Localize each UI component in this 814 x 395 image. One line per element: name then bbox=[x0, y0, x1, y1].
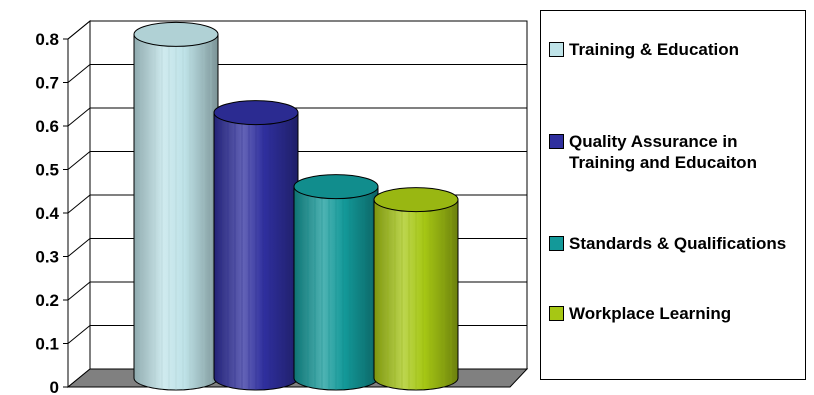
legend-label: Quality Assurance in Training and Educai… bbox=[569, 132, 757, 172]
legend-item: Workplace Learning bbox=[549, 303, 805, 324]
gridline-side bbox=[67, 325, 91, 344]
y-tick-label: 0.6 bbox=[35, 117, 59, 136]
legend-swatch bbox=[549, 42, 564, 57]
bar-top bbox=[133, 21, 219, 47]
bar bbox=[213, 100, 299, 391]
bar bbox=[293, 174, 379, 391]
legend-item: Quality Assurance in Training and Educai… bbox=[549, 131, 805, 173]
legend-item: Standards & Qualifications bbox=[549, 233, 805, 254]
bar-top bbox=[373, 187, 459, 213]
gridline-side bbox=[67, 107, 91, 127]
y-tick-label: 0.8 bbox=[35, 30, 59, 49]
y-tick-label: 0.3 bbox=[35, 248, 59, 267]
bar bbox=[133, 21, 219, 391]
legend-swatch bbox=[549, 134, 564, 149]
y-tick-label: 0.2 bbox=[35, 291, 59, 310]
legend-label: Standards & Qualifications bbox=[569, 234, 787, 253]
legend-label: Training & Education bbox=[569, 40, 740, 59]
legend-swatch bbox=[549, 306, 564, 321]
gridline-side bbox=[67, 281, 91, 301]
y-tick-label: 0.4 bbox=[35, 204, 59, 223]
y-tick-label: 0 bbox=[50, 378, 59, 395]
legend-label: Workplace Learning bbox=[569, 304, 732, 323]
bars bbox=[133, 21, 459, 391]
legend: Training & Education Quality Assurance in… bbox=[540, 10, 806, 380]
bar bbox=[373, 187, 459, 391]
y-tick-label: 0.7 bbox=[35, 74, 59, 93]
chart-plot: 0 0.1 0.2 0.3 0.4 0.5 0.6 0.7 0.8 bbox=[35, 19, 529, 395]
gridline-side bbox=[67, 64, 91, 83]
y-axis: 0 0.1 0.2 0.3 0.4 0.5 0.6 0.7 0.8 bbox=[35, 30, 69, 395]
legend-swatch bbox=[549, 236, 564, 251]
gridline-side bbox=[67, 238, 91, 257]
gridline-side bbox=[67, 20, 91, 40]
y-tick-label: 0.1 bbox=[35, 335, 59, 354]
gridline-side bbox=[67, 194, 91, 214]
bar-top bbox=[293, 174, 379, 200]
y-tick-label: 0.5 bbox=[35, 161, 59, 180]
gridline-side bbox=[67, 151, 91, 170]
bar-top bbox=[213, 100, 299, 126]
legend-item: Training & Education bbox=[549, 39, 805, 60]
